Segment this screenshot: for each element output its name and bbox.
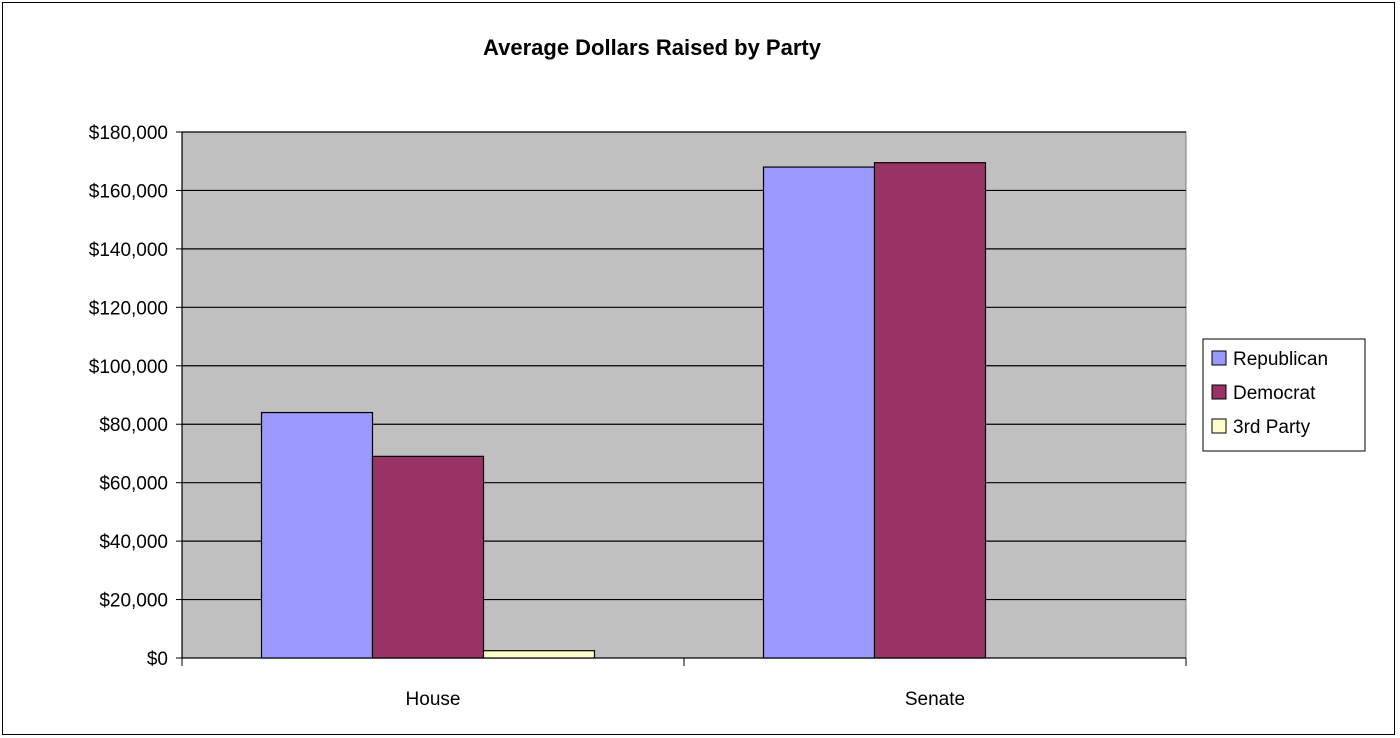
bar-republican-house xyxy=(260,411,374,659)
y-tick-label: $180,000 xyxy=(89,123,168,144)
bar-democrat-senate xyxy=(873,162,987,659)
y-tick-label: $60,000 xyxy=(99,474,168,495)
legend-box xyxy=(1202,338,1366,452)
bar-democrat-house xyxy=(371,455,485,659)
y-tick-label: $140,000 xyxy=(89,240,168,261)
y-tick-label: $100,000 xyxy=(89,357,168,378)
legend-swatch xyxy=(1211,350,1227,366)
legend-label: Republican xyxy=(1233,349,1328,370)
bar-3rd-party-house xyxy=(482,650,596,659)
y-tick-label: $80,000 xyxy=(99,415,168,436)
legend-swatch xyxy=(1211,384,1227,400)
x-tick-label: Senate xyxy=(905,689,965,710)
y-tick-label: $40,000 xyxy=(99,532,168,553)
x-tick-label: House xyxy=(406,689,461,710)
chart-title: Average Dollars Raised by Party xyxy=(483,35,822,60)
legend: Republican Democrat 3rd Party xyxy=(1202,338,1366,452)
y-tick-label: $120,000 xyxy=(89,298,168,319)
y-tick-label: $0 xyxy=(147,649,168,670)
legend-label: 3rd Party xyxy=(1233,417,1311,438)
y-tick-label: $20,000 xyxy=(99,591,168,612)
bar-republican-senate xyxy=(762,166,876,659)
y-tick-label: $160,000 xyxy=(89,181,168,202)
legend-swatch xyxy=(1211,418,1227,434)
legend-label: Democrat xyxy=(1233,383,1316,404)
